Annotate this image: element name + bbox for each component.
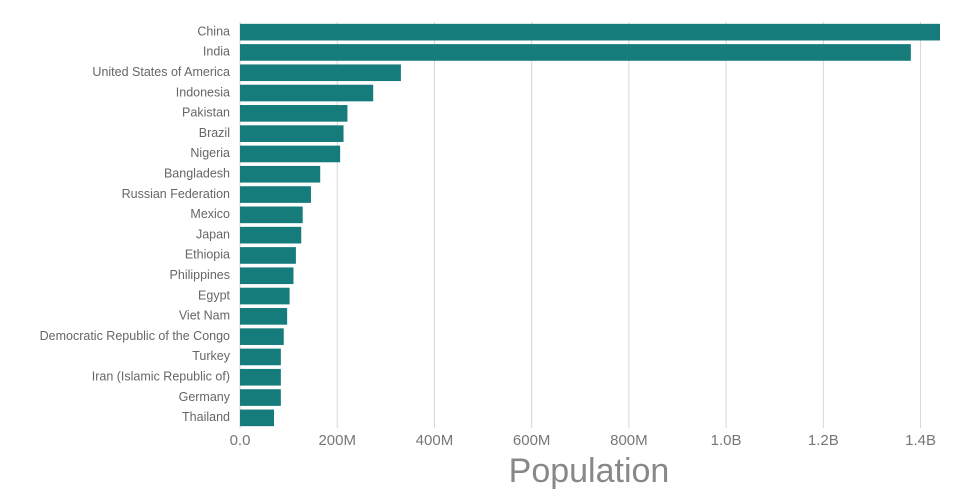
bar (240, 146, 340, 163)
bar (240, 105, 347, 122)
category-label: Bangladesh (164, 167, 230, 181)
x-tick-label: 600M (513, 432, 551, 449)
category-label: Philippines (170, 268, 230, 282)
category-label: United States of America (92, 65, 230, 79)
bar (240, 125, 344, 142)
category-label: India (203, 45, 230, 59)
x-axis-title: Population (509, 452, 670, 490)
category-label: Egypt (198, 288, 230, 302)
bar (240, 389, 281, 406)
x-tick-label: 200M (318, 432, 356, 449)
x-tick-label: 1.0B (711, 432, 742, 449)
category-label: Viet Nam (179, 309, 230, 323)
x-tick-label: 1.2B (808, 432, 839, 449)
bar (240, 288, 290, 305)
bar (240, 247, 296, 264)
bar (240, 166, 320, 183)
bar (240, 410, 274, 427)
bars (240, 24, 940, 426)
bar (240, 24, 940, 41)
category-label: Democratic Republic of the Congo (40, 329, 230, 343)
category-label: Iran (Islamic Republic of) (92, 370, 230, 384)
category-label: Pakistan (182, 106, 230, 120)
category-label: China (197, 24, 230, 38)
category-label: Nigeria (190, 146, 230, 160)
bar (240, 207, 303, 224)
category-label: Russian Federation (122, 187, 230, 201)
bar (240, 267, 293, 284)
bar (240, 227, 301, 244)
category-label: Ethiopia (185, 248, 230, 262)
bar (240, 64, 401, 81)
category-labels: China India United States of America Indone… (40, 24, 231, 424)
category-label: Mexico (190, 207, 230, 221)
category-label: Turkey (192, 349, 230, 363)
grid-lines (240, 22, 921, 428)
bar (240, 85, 373, 102)
bar (240, 308, 287, 325)
bar (240, 349, 281, 366)
x-tick-label: 0.0 (230, 432, 251, 449)
x-tick-label: 800M (610, 432, 648, 449)
bar (240, 369, 281, 386)
bar (240, 328, 284, 345)
category-label: Germany (179, 390, 231, 404)
bar (240, 186, 311, 203)
x-tick-label: 1.4B (905, 432, 936, 449)
category-label: Indonesia (176, 85, 230, 99)
x-tick-label: 400M (416, 432, 454, 449)
x-tick-labels: 0.0 200M 400M 600M 800M 1.0B 1.2B 1.4B (230, 432, 936, 449)
category-label: Thailand (182, 410, 230, 424)
category-label: Brazil (199, 126, 230, 140)
bar (240, 44, 911, 61)
category-label: Japan (196, 227, 230, 241)
